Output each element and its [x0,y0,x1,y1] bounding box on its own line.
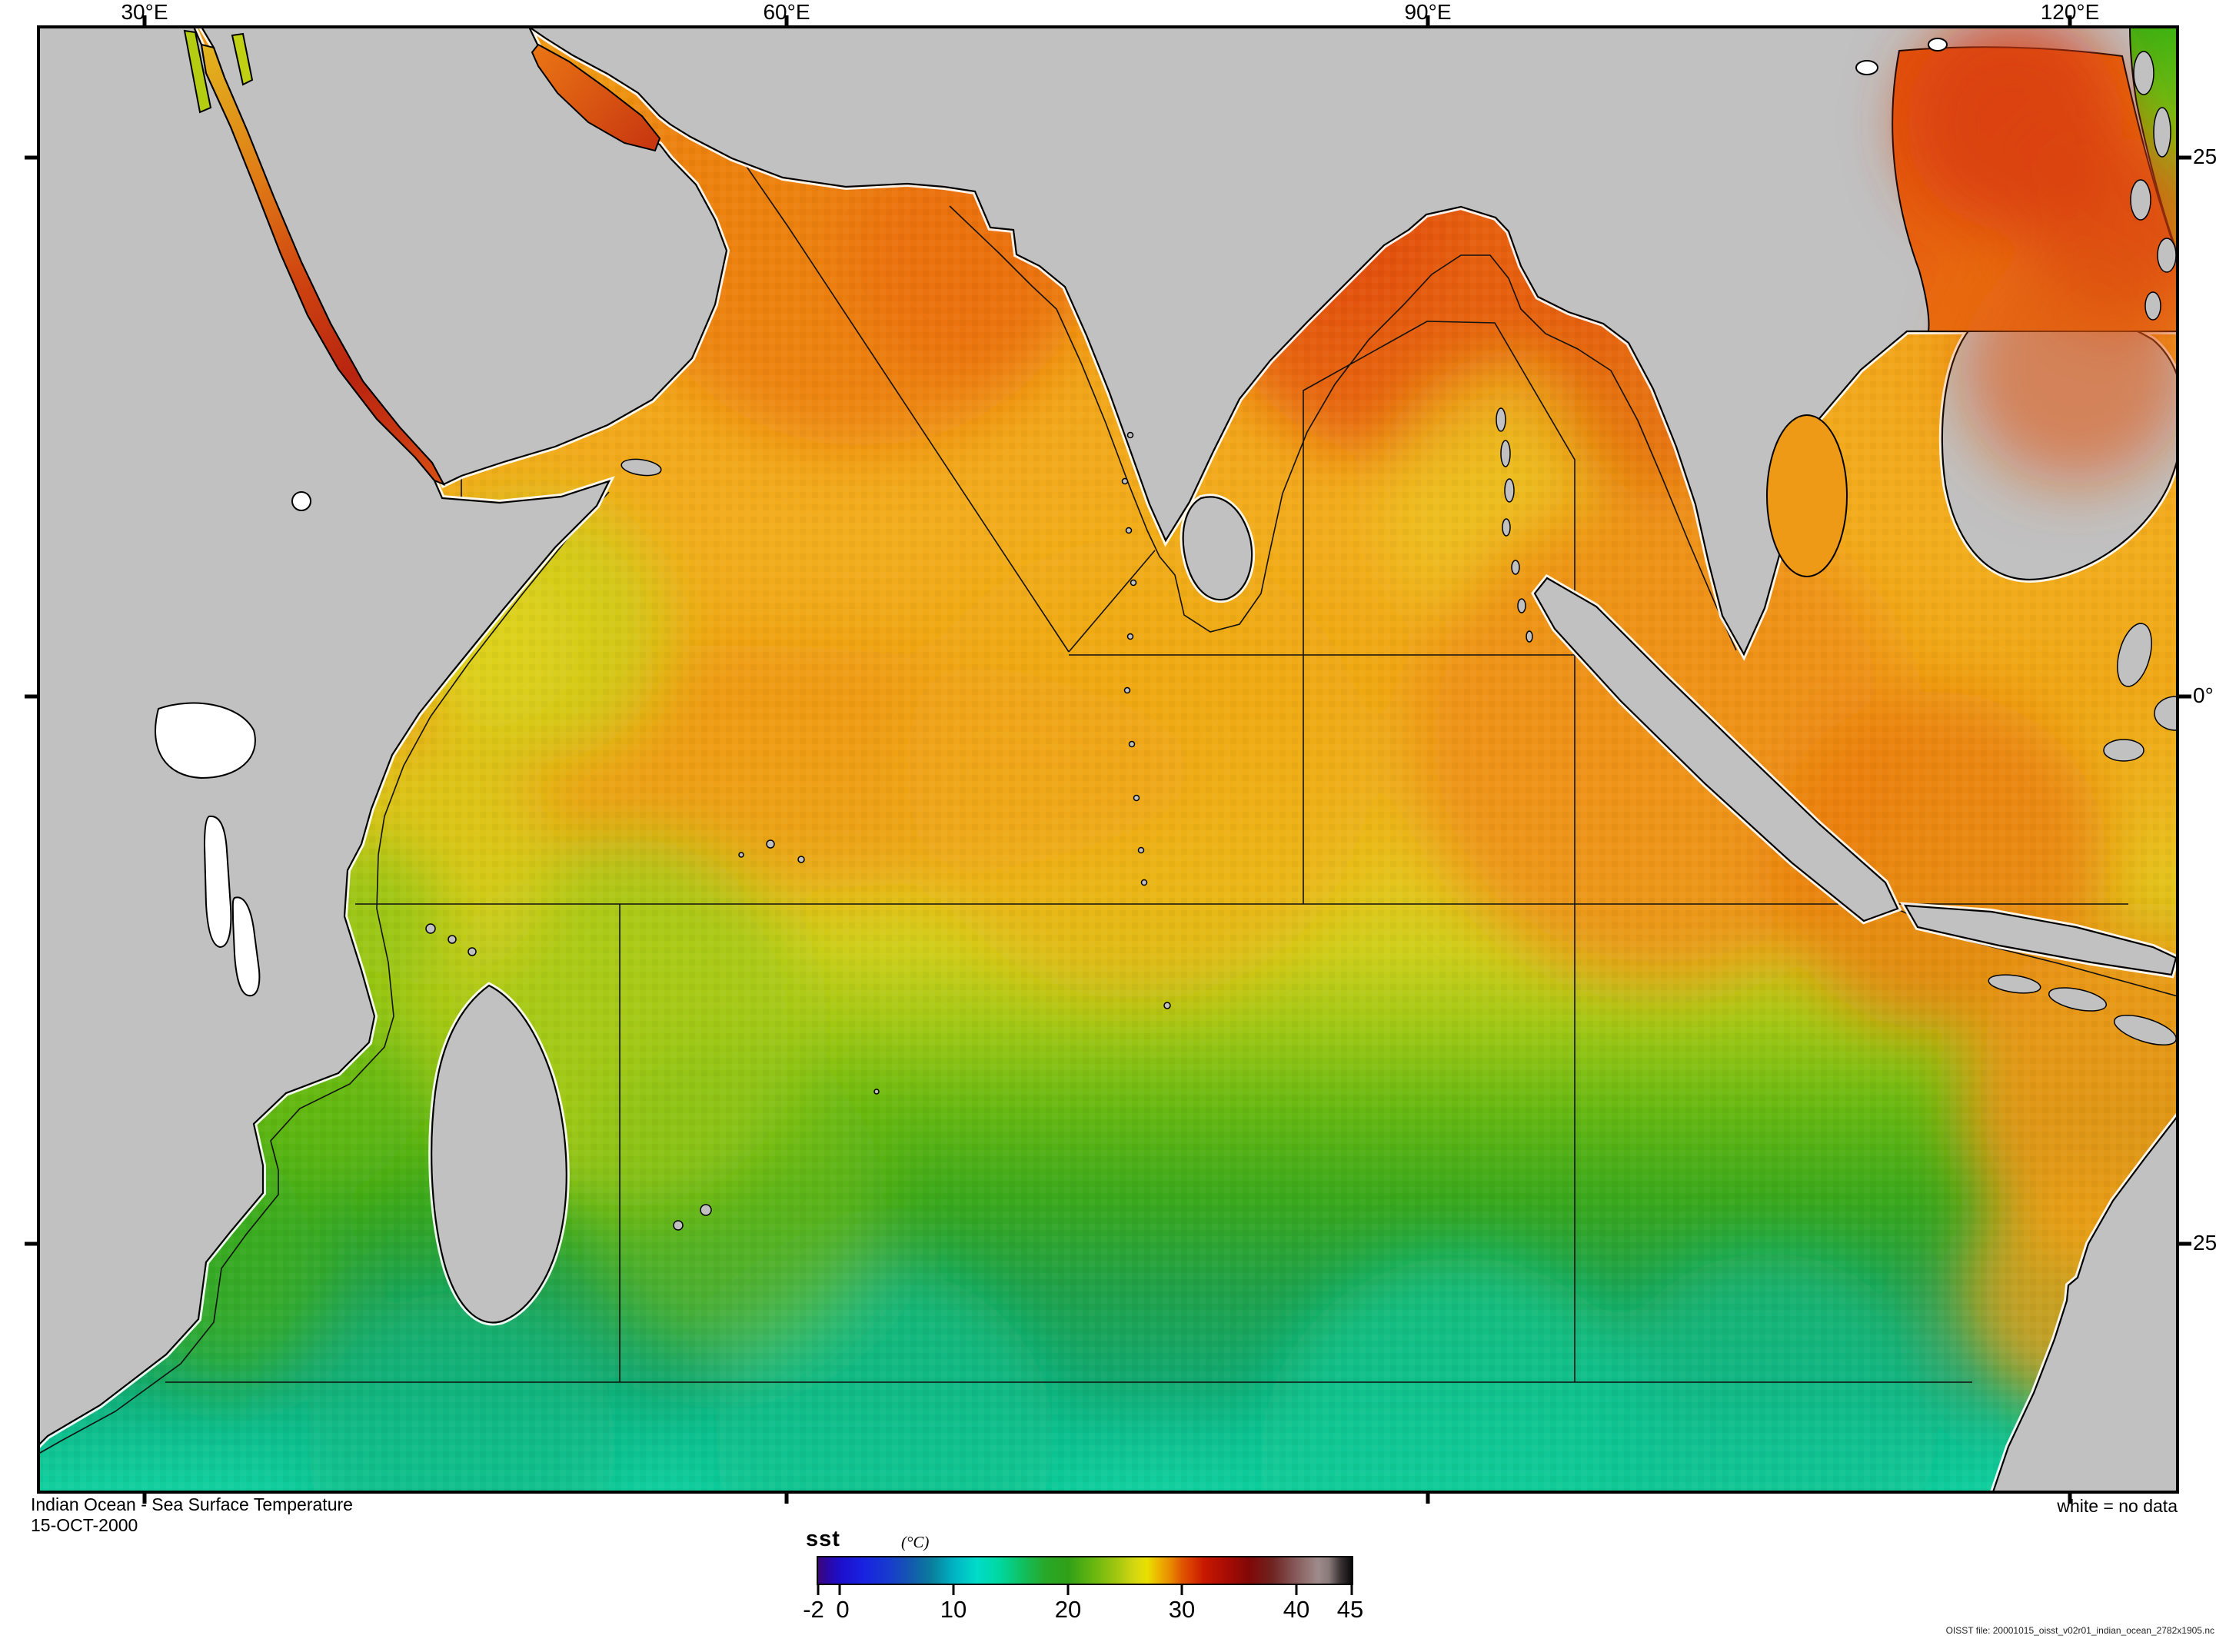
colorbar-tick-neg2: -2 [803,1596,824,1623]
axis-ticks [25,15,2191,1504]
no-data-note: white = no data [2057,1496,2178,1516]
lat-label-0: 0° [2193,683,2214,707]
lon-label-90e: 90°E [1404,0,1452,24]
lakes-no-data [155,38,1948,997]
lat-label-25s: 25° [2193,1231,2216,1255]
colorbar-variable-label: sst [806,1527,840,1551]
map-frame [37,25,2179,1494]
caption-block: Indian Ocean - Sea Surface Temperature 1… [31,1494,353,1536]
lat-label-25n: 25° [2193,145,2216,168]
gulf-of-suez [183,29,212,114]
colorbar-tick-20: 20 [1054,1596,1082,1623]
colorbar-tick-40: 40 [1283,1596,1310,1623]
colorbar-ticks [817,1585,1353,1595]
colorbar-tick-0: 0 [836,1596,850,1623]
red-sea [200,43,446,487]
colorbar-tick-10: 10 [940,1596,967,1623]
scs-hot-spots [1907,27,2178,484]
persian-gulf [531,43,661,152]
colorbar-units-label: (°C) [901,1533,930,1551]
colorbar-tick-45: 45 [1336,1596,1364,1623]
gulf-of-thailand [1766,414,1848,577]
lon-label-60e: 60°E [763,0,810,24]
gulf-of-aqaba [231,32,254,86]
map-title: Indian Ocean - Sea Surface Temperature [31,1494,353,1514]
small-islands [425,51,2178,1231]
map-date: 15-OCT-2000 [31,1515,138,1535]
lon-label-30e: 30°E [121,0,168,24]
colorbar-tick-30: 30 [1168,1596,1196,1623]
source-file-note: OISST file: 20001015_oisst_v02r01_indian… [1945,1625,2214,1636]
colorbar-gradient [817,1556,1353,1585]
lon-label-120e: 120°E [2040,0,2100,24]
